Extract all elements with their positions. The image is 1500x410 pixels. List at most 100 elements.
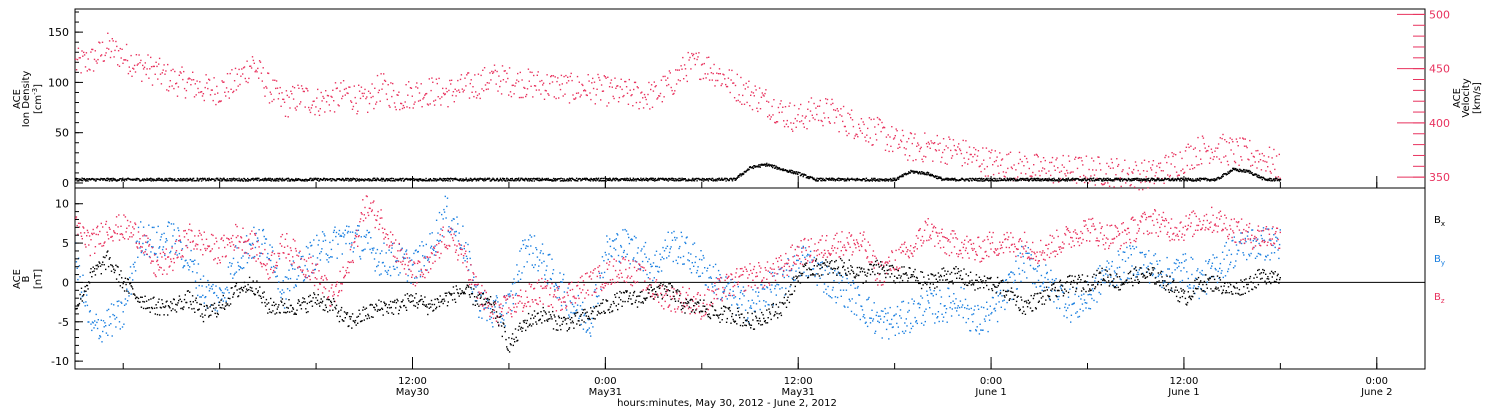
velocity-series-point: [1165, 154, 1167, 157]
density-series-point: [1127, 177, 1130, 180]
velocity-series-point: [1200, 158, 1202, 160]
by-series-point: [210, 285, 213, 288]
by-series-point: [1040, 274, 1043, 277]
velocity-series-point: [806, 128, 808, 130]
velocity-series-point: [1273, 148, 1275, 151]
by-series-point: [736, 303, 738, 305]
density-series-point: [787, 169, 789, 172]
velocity-series-point: [175, 83, 177, 85]
density-series-point: [874, 177, 876, 180]
velocity-series-point: [186, 81, 188, 84]
velocity-series-point: [343, 88, 346, 91]
density-series-point: [443, 179, 445, 181]
by-series-point: [1083, 293, 1085, 295]
velocity-series-point: [406, 106, 408, 108]
by-series-point: [133, 266, 135, 268]
velocity-series-point: [309, 111, 312, 114]
density-series-point: [1067, 178, 1069, 180]
density-series-point: [1189, 179, 1191, 181]
by-series-point: [487, 307, 490, 309]
density-series-point: [413, 179, 415, 182]
velocity-series-point: [1139, 173, 1141, 175]
by-series-point: [202, 294, 204, 297]
density-series-point: [553, 180, 555, 182]
density-series-point: [1115, 178, 1117, 181]
by-series-point: [437, 232, 439, 234]
velocity-series-point: [392, 82, 394, 85]
density-series-point: [513, 180, 516, 182]
by-series-point: [229, 262, 231, 264]
by-series-point: [801, 247, 803, 249]
by-series-point: [942, 316, 945, 318]
by-series-point: [1026, 252, 1029, 254]
density-series-point: [1045, 179, 1048, 182]
density-series-point: [979, 178, 982, 180]
velocity-series-point: [625, 80, 627, 83]
velocity-series-point: [1166, 161, 1168, 164]
by-series-point: [885, 312, 887, 315]
by-series-point: [1080, 294, 1083, 296]
velocity-series-point: [898, 143, 900, 146]
by-series-point: [320, 251, 322, 253]
by-series-point: [446, 205, 448, 208]
by-series-point: [127, 290, 129, 293]
velocity-series-point: [1167, 174, 1169, 176]
density-series-point: [693, 178, 695, 180]
density-series-point: [1129, 180, 1131, 182]
density-series-point: [942, 178, 945, 180]
velocity-series-point: [341, 97, 343, 100]
velocity-series-point: [287, 116, 289, 118]
velocity-series-point: [970, 153, 972, 156]
by-series-point: [525, 247, 527, 249]
density-series-point: [301, 180, 303, 182]
velocity-series-point: [1105, 173, 1107, 175]
velocity-series-point: [967, 158, 970, 160]
density-series-point: [519, 179, 521, 181]
velocity-series-point: [1213, 156, 1215, 158]
velocity-series-point: [644, 96, 646, 98]
density-series-point: [469, 177, 472, 180]
by-series-point: [88, 311, 91, 313]
velocity-series-point: [979, 165, 981, 167]
by-series-point: [85, 301, 87, 303]
density-series-point: [184, 178, 186, 180]
by-series-point: [894, 334, 896, 336]
velocity-series-point: [228, 97, 230, 99]
velocity-series-point: [224, 91, 226, 93]
density-series-point: [935, 177, 938, 180]
by-series-point: [633, 235, 636, 238]
density-series-point: [448, 178, 451, 180]
by-series-point: [451, 219, 453, 222]
by-series-point: [561, 281, 563, 283]
by-series-point: [787, 258, 789, 260]
by-series-point: [97, 319, 99, 321]
by-series-point: [712, 286, 714, 288]
velocity-series-point: [686, 80, 688, 83]
velocity-series-point: [762, 94, 764, 96]
velocity-series-point: [473, 95, 475, 98]
velocity-series-point: [364, 88, 366, 91]
velocity-series-point: [419, 99, 421, 102]
density-series-point: [372, 177, 375, 179]
by-series-point: [384, 265, 386, 267]
by-series-point: [151, 226, 154, 229]
velocity-series-point: [996, 156, 998, 158]
velocity-series-point: [1110, 158, 1113, 160]
by-series-point: [961, 304, 964, 306]
velocity-series-point: [1083, 181, 1086, 184]
density-series-point: [775, 166, 778, 168]
velocity-series-point: [766, 100, 768, 102]
density-series-point: [1104, 179, 1106, 182]
by-series-point: [1052, 281, 1054, 284]
density-series-point: [417, 178, 419, 181]
density-series-point: [606, 178, 608, 180]
velocity-series-point: [273, 98, 275, 101]
density-series-point: [442, 180, 444, 182]
density-series-point: [1039, 178, 1041, 180]
velocity-series-point: [152, 65, 155, 68]
velocity-series-point: [475, 91, 477, 93]
velocity-series-point: [505, 81, 507, 83]
by-series-point: [530, 236, 533, 238]
density-series-point: [927, 172, 930, 174]
density-series-point: [146, 177, 148, 180]
